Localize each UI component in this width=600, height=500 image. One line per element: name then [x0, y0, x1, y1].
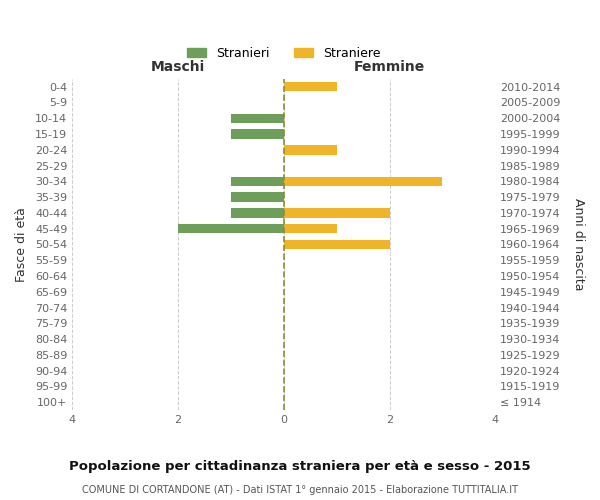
Bar	[284, 240, 389, 249]
Y-axis label: Anni di nascita: Anni di nascita	[572, 198, 585, 290]
Bar	[231, 208, 284, 218]
Bar	[284, 224, 337, 234]
Bar	[284, 82, 337, 92]
Bar	[231, 114, 284, 123]
Text: Femmine: Femmine	[354, 60, 425, 74]
Bar	[231, 176, 284, 186]
Legend: Stranieri, Straniere: Stranieri, Straniere	[182, 42, 386, 65]
Bar	[231, 130, 284, 139]
Bar	[231, 192, 284, 202]
Bar	[178, 224, 284, 234]
Text: Popolazione per cittadinanza straniera per età e sesso - 2015: Popolazione per cittadinanza straniera p…	[69, 460, 531, 473]
Bar	[284, 208, 389, 218]
Bar	[284, 176, 442, 186]
Text: Maschi: Maschi	[151, 60, 205, 74]
Y-axis label: Fasce di età: Fasce di età	[15, 207, 28, 282]
Bar	[284, 145, 337, 154]
Text: COMUNE DI CORTANDONE (AT) - Dati ISTAT 1° gennaio 2015 - Elaborazione TUTTITALIA: COMUNE DI CORTANDONE (AT) - Dati ISTAT 1…	[82, 485, 518, 495]
